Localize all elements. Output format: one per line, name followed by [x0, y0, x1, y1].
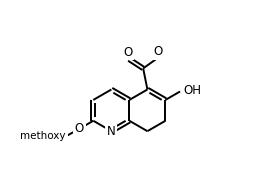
Text: O: O	[123, 46, 133, 59]
Text: O: O	[153, 45, 162, 58]
Text: N: N	[107, 125, 116, 138]
Text: O: O	[75, 122, 84, 135]
Text: methoxy: methoxy	[20, 131, 66, 141]
Text: OH: OH	[183, 84, 202, 97]
